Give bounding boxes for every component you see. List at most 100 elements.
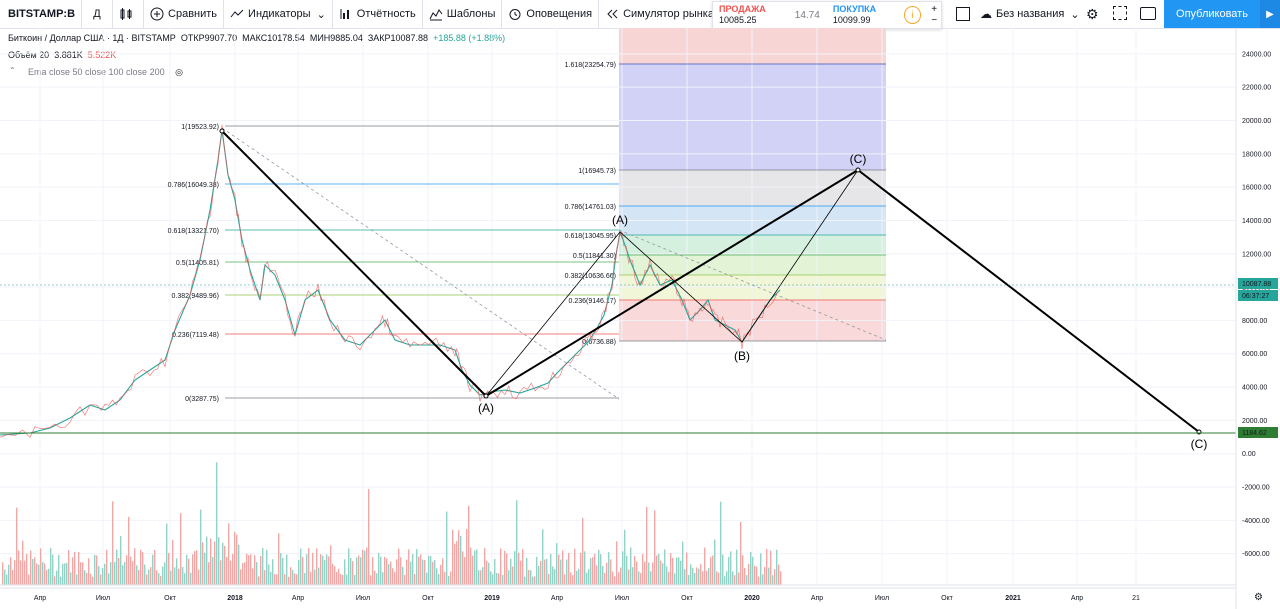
volume-bar bbox=[566, 559, 568, 585]
volume-bar bbox=[516, 500, 518, 585]
interval-selector[interactable]: Д bbox=[82, 0, 114, 28]
volume-bar bbox=[496, 572, 498, 585]
volume-bar bbox=[26, 553, 28, 585]
sell-button[interactable]: ПРОДАЖА 10085.25 bbox=[713, 4, 788, 26]
volume-bar bbox=[354, 575, 356, 585]
volume-bar bbox=[628, 569, 630, 585]
publish-arrow-icon[interactable]: ▶ bbox=[1260, 0, 1280, 28]
wave-label: (C) bbox=[1191, 437, 1208, 451]
volume-bar bbox=[76, 574, 78, 585]
fib-retracement-1[interactable]: 1(19523.92) 0.786(16049.38) 0.618(13321.70… bbox=[168, 124, 620, 403]
compare-button[interactable]: Сравнить bbox=[144, 0, 225, 28]
volume-bar bbox=[170, 570, 172, 585]
quantity-stepper[interactable]: + − bbox=[931, 4, 938, 26]
volume-bar bbox=[186, 554, 188, 585]
replay-button[interactable]: Симулятор рынка bbox=[599, 0, 721, 28]
price-tick: -4000.00 bbox=[1242, 518, 1270, 525]
ema-legend[interactable]: Ema close 50 close 100 close 200 ◎ bbox=[28, 67, 183, 78]
volume-legend[interactable]: Объём 20 3.881K 5.522K bbox=[8, 50, 116, 60]
volume-bar bbox=[400, 557, 402, 585]
gear-icon: ⚙ bbox=[1254, 592, 1263, 603]
volume-bar bbox=[236, 534, 238, 585]
financials-button[interactable]: Отчётность bbox=[333, 0, 423, 28]
square-icon[interactable] bbox=[956, 7, 970, 21]
fib1-label: 0.786(16049.38) bbox=[168, 182, 219, 189]
volume-bar bbox=[264, 570, 266, 585]
price-line-down bbox=[0, 124, 778, 438]
volume-bar bbox=[596, 565, 598, 585]
volume-bar bbox=[2, 562, 4, 585]
price-chart[interactable]: 1(19523.92) 0.786(16049.38) 0.618(13321.70… bbox=[0, 28, 1280, 609]
sell-price: 10085.25 bbox=[719, 15, 757, 25]
volume-bar bbox=[138, 570, 140, 585]
eye-hidden-icon[interactable]: ◎ bbox=[175, 67, 183, 77]
volume-bar bbox=[364, 550, 366, 585]
volume-bar bbox=[590, 558, 592, 585]
volume-bar bbox=[698, 568, 700, 585]
volume-bar bbox=[320, 554, 322, 585]
symbol-search[interactable]: BITSTAMP:B bbox=[0, 0, 83, 28]
publish-button[interactable]: Опубликовать bbox=[1164, 0, 1260, 28]
volume-bar bbox=[312, 553, 314, 585]
cloud-icon: ☁ bbox=[980, 7, 992, 21]
price-axis[interactable]: 24000.00 22000.00 20000.00 18000.00 16000.00… bbox=[1235, 28, 1278, 609]
volume-bar bbox=[774, 569, 776, 585]
volume-bar bbox=[258, 576, 260, 585]
volume-bar bbox=[214, 541, 216, 585]
chart-type-button[interactable] bbox=[113, 0, 145, 28]
alerts-button[interactable]: Оповещения bbox=[502, 0, 600, 28]
volume-bar bbox=[430, 556, 432, 585]
volume-bar bbox=[434, 560, 436, 585]
wave-label: (A) bbox=[612, 213, 628, 227]
volume-bar bbox=[546, 558, 548, 585]
legend-close: ЗАКР10087.88 bbox=[367, 33, 429, 43]
volume-bar bbox=[502, 574, 504, 585]
volume-bar bbox=[426, 572, 428, 585]
volume-bar bbox=[88, 558, 90, 585]
volume-bar bbox=[544, 559, 546, 585]
volume-bar bbox=[176, 558, 178, 585]
time-axis[interactable]: Апр Июл Окт 2018 Апр Июл Окт 2019 Апр Июл Окт 2020 А… bbox=[0, 587, 1263, 603]
volume-bar bbox=[116, 549, 118, 585]
legend-change: +185.88 (+1.88%) bbox=[433, 33, 506, 43]
indicators-button[interactable]: Индикаторы ⌄ bbox=[224, 0, 333, 28]
volume-bar bbox=[614, 576, 616, 585]
volume-bar bbox=[420, 554, 422, 585]
camera-icon[interactable] bbox=[1140, 7, 1156, 20]
volume-bar bbox=[762, 574, 764, 585]
volume-bar bbox=[344, 559, 346, 585]
fib1-label: 0.5(11405.81) bbox=[176, 260, 219, 267]
layout-selector[interactable]: ☁ Без названия ⌄ bbox=[980, 0, 1080, 28]
chevron-up-icon[interactable]: ⌃ bbox=[9, 66, 16, 75]
volume-bar bbox=[534, 576, 536, 585]
time-tick: Июл bbox=[96, 595, 110, 602]
time-tick: Окт bbox=[164, 595, 177, 602]
buy-button[interactable]: ПОКУПКА 10099.99 bbox=[827, 4, 902, 26]
volume-bar bbox=[518, 552, 520, 585]
volume-bar bbox=[478, 570, 480, 585]
fullscreen-icon[interactable] bbox=[1113, 6, 1127, 20]
templates-button[interactable]: Шаблоны bbox=[423, 0, 503, 28]
sell-label: ПРОДАЖА bbox=[719, 4, 766, 14]
volume-bar bbox=[558, 554, 560, 585]
volume-bar bbox=[670, 553, 672, 585]
volume-bar bbox=[78, 552, 80, 585]
elliott-wave-drawing[interactable]: (A) (A) (B) (C) (C) bbox=[0, 128, 1236, 451]
volume-bar bbox=[594, 553, 596, 585]
info-icon[interactable]: i bbox=[903, 6, 922, 24]
volume-bar bbox=[134, 548, 136, 585]
volume-bar bbox=[580, 552, 582, 585]
volume-bar bbox=[724, 576, 726, 585]
volume-bar bbox=[360, 557, 362, 585]
volume-bar bbox=[586, 572, 588, 585]
volume-bar bbox=[592, 557, 594, 585]
volume-bar bbox=[324, 560, 326, 585]
volume-bar bbox=[374, 570, 376, 585]
volume-bar bbox=[652, 562, 654, 585]
volume-v1: 3.881K bbox=[54, 50, 83, 60]
volume-bar bbox=[584, 551, 586, 585]
volume-bar bbox=[572, 575, 574, 585]
fib-extension-2[interactable]: 1.618(23254.79) 1(16945.73) 0.786(14761.03… bbox=[565, 62, 887, 346]
volume-bar bbox=[378, 552, 380, 585]
gear-icon[interactable]: ⚙ bbox=[1086, 6, 1099, 22]
